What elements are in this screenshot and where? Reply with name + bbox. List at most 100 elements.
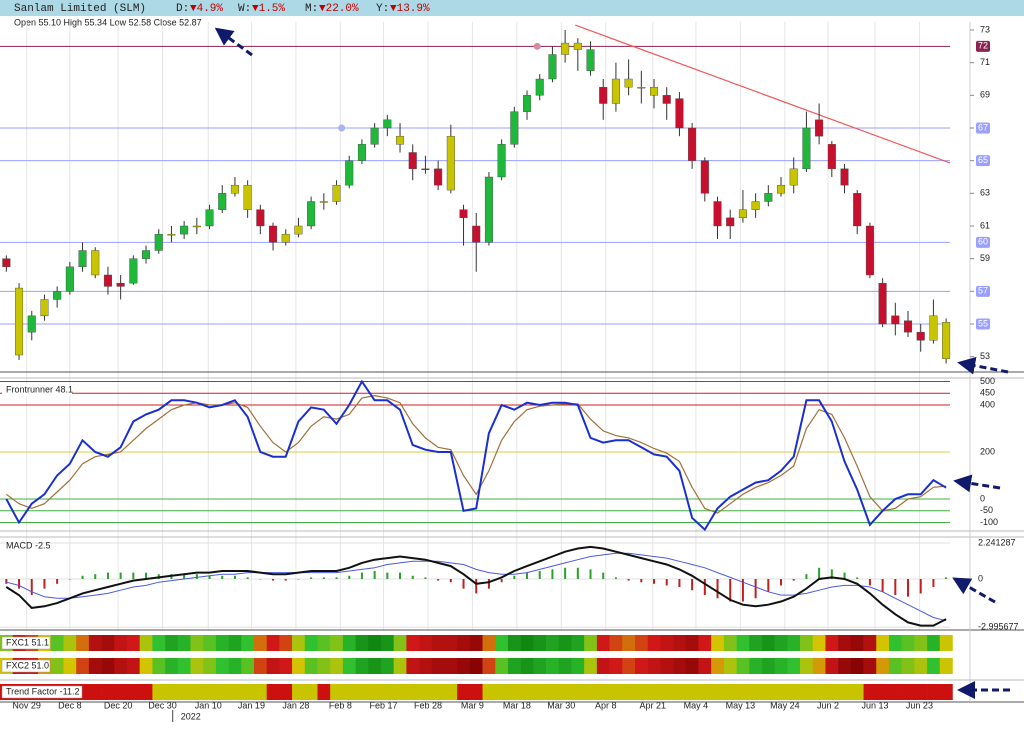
indicator-line: [5, 379, 947, 532]
histogram-bar: [589, 569, 592, 579]
histogram-bar: [881, 578, 884, 592]
trend-cell: [774, 684, 788, 700]
trend-cell: [927, 684, 941, 700]
heat-cell: [888, 658, 902, 674]
heat-cell: [787, 658, 801, 674]
histogram-bar: [437, 578, 440, 581]
trend-cell: [622, 684, 636, 700]
trend-cell: [901, 684, 915, 700]
heat-cell: [825, 658, 839, 674]
trend-cell: [126, 684, 140, 700]
histogram-bar: [526, 572, 529, 579]
heat-cell: [723, 658, 737, 674]
y-tick-label: 63: [980, 188, 990, 198]
heat-cell: [685, 635, 699, 651]
candle-body: [662, 95, 671, 104]
heat-cell: [749, 658, 763, 674]
level-marker: [533, 42, 541, 50]
candle-body: [116, 282, 125, 287]
trend-cell: [304, 684, 318, 700]
x-tick-label: Jan 10: [195, 700, 222, 710]
histogram-bar: [780, 578, 783, 586]
label-bg: [1, 659, 51, 673]
x-tick-label: Jan 28: [282, 700, 309, 710]
x-tick-label: Mar 30: [547, 700, 575, 710]
candle-body: [726, 217, 735, 227]
heat-cell: [317, 635, 331, 651]
candle-body: [853, 193, 862, 227]
histogram-bar: [627, 578, 630, 581]
histogram-bar: [665, 578, 668, 586]
candle-body: [700, 160, 709, 194]
trend-cell: [596, 684, 610, 700]
candle-body: [230, 184, 239, 194]
histogram-bar: [576, 567, 579, 579]
strip-title: Trend Factor -11.2: [6, 686, 80, 696]
histogram-bar: [132, 572, 135, 579]
y-tick-label: 71: [980, 57, 990, 67]
y-tick-label: 73: [980, 24, 990, 34]
x-tick-label: Jan 19: [238, 700, 265, 710]
candle-body: [345, 160, 354, 186]
heat-cell: [444, 635, 458, 651]
stat-label: D:: [176, 3, 189, 15]
heat-cell: [368, 635, 382, 651]
heat-cell: [380, 635, 394, 651]
heat-cell: [558, 635, 572, 651]
histogram-bar: [208, 575, 211, 579]
trend-cell: [673, 684, 687, 700]
candle-body: [573, 42, 582, 50]
y-tick-label: 2.241287: [978, 537, 1016, 547]
stat-change: ▼22.0%: [319, 3, 359, 15]
heat-cell: [698, 635, 712, 651]
heat-cell: [736, 658, 750, 674]
strip-title: FXC1 51.1: [6, 637, 49, 647]
heat-cell: [419, 658, 433, 674]
histogram-bar: [43, 578, 46, 589]
trend-cell: [571, 684, 585, 700]
histogram-bar: [5, 578, 8, 584]
candle-body: [611, 78, 620, 104]
heat-cell: [914, 635, 928, 651]
candle-body: [446, 135, 455, 191]
histogram-bar: [68, 578, 71, 580]
heat-cell: [673, 658, 687, 674]
histogram-bar: [729, 578, 732, 602]
trend-cell: [253, 684, 267, 700]
trend-cell: [139, 684, 153, 700]
histogram-bar: [259, 578, 262, 580]
histogram-bar: [119, 572, 122, 579]
candle-body: [548, 54, 557, 80]
candle-body: [53, 291, 62, 300]
candle-body: [688, 127, 697, 161]
heat-cell: [469, 635, 483, 651]
level-box: [976, 318, 990, 330]
heat-cell: [406, 635, 420, 651]
histogram-bar: [373, 570, 376, 579]
heat-cell: [292, 635, 306, 651]
trend-cell: [584, 684, 598, 700]
heat-cell: [584, 635, 598, 651]
x-tick-label: Dec 30: [148, 700, 177, 710]
candle-body: [650, 86, 659, 96]
histogram-bar: [322, 577, 325, 579]
x-tick-label: Apr 8: [595, 700, 617, 710]
candle-body: [332, 184, 341, 202]
trend-cell: [863, 684, 877, 700]
candle-body: [40, 299, 49, 317]
heat-cell: [126, 635, 140, 651]
y-tick-label: 69: [980, 90, 990, 100]
heat-cell: [114, 635, 128, 651]
level-box: [976, 155, 990, 167]
histogram-bar: [907, 578, 910, 597]
heat-cell: [444, 658, 458, 674]
trend-cell: [241, 684, 255, 700]
heat-cell: [634, 658, 648, 674]
heat-cell: [88, 635, 102, 651]
histogram-bar: [868, 578, 871, 586]
heat-cell: [63, 635, 77, 651]
heat-cell: [939, 658, 953, 674]
heat-cell: [177, 658, 191, 674]
stat-label: W:: [238, 3, 251, 15]
